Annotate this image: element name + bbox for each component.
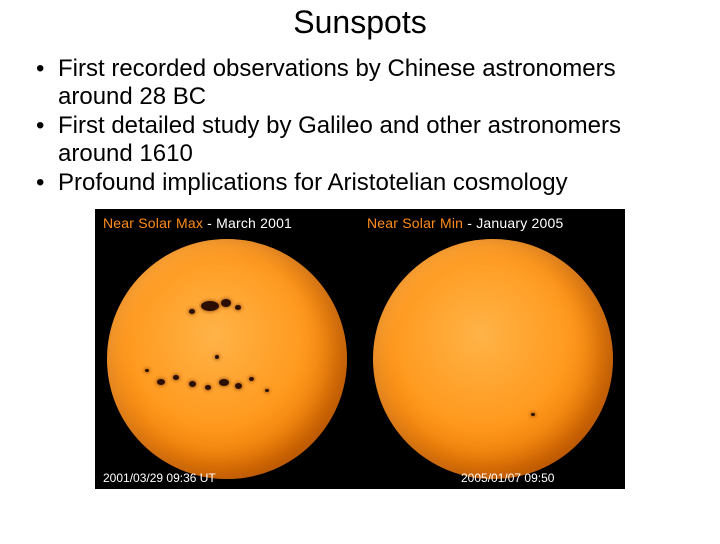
sunspot — [189, 309, 195, 314]
sun-comparison-figure: Near Solar Max - March 2001 Near Solar M… — [95, 209, 625, 489]
right-timestamp: 2005/01/07 09:50 — [461, 471, 554, 485]
right-label-dash: - — [463, 215, 476, 231]
bullet-list: First recorded observations by Chinese a… — [0, 55, 720, 197]
left-label-date: March 2001 — [216, 215, 292, 231]
sun-solar-max — [107, 239, 347, 479]
sunspot — [235, 383, 242, 389]
sunspot — [249, 377, 254, 381]
sunspot — [189, 381, 196, 387]
right-label-date: January 2005 — [476, 215, 563, 231]
sunspot — [221, 299, 231, 307]
sunspot — [215, 355, 219, 359]
sunspot — [531, 413, 535, 416]
sunspot — [145, 369, 149, 372]
bullet-item: First recorded observations by Chinese a… — [36, 55, 684, 110]
sunspot — [173, 375, 179, 380]
right-panel-label: Near Solar Min - January 2005 — [367, 215, 563, 231]
right-label-prefix: Near Solar Min — [367, 215, 463, 231]
slide-title: Sunspots — [0, 4, 720, 41]
left-label-dash: - — [203, 215, 216, 231]
sunspot — [201, 301, 219, 311]
bullet-item: First detailed study by Galileo and othe… — [36, 112, 684, 167]
sunspot — [157, 379, 165, 385]
left-panel-label: Near Solar Max - March 2001 — [103, 215, 292, 231]
left-label-prefix: Near Solar Max — [103, 215, 203, 231]
sun-solar-min — [373, 239, 613, 479]
sunspot — [265, 389, 269, 392]
sunspot — [205, 385, 211, 390]
sunspot — [235, 305, 241, 310]
bullet-item: Profound implications for Aristotelian c… — [36, 169, 684, 197]
sunspot — [219, 379, 229, 386]
left-timestamp: 2001/03/29 09:36 UT — [103, 471, 216, 485]
